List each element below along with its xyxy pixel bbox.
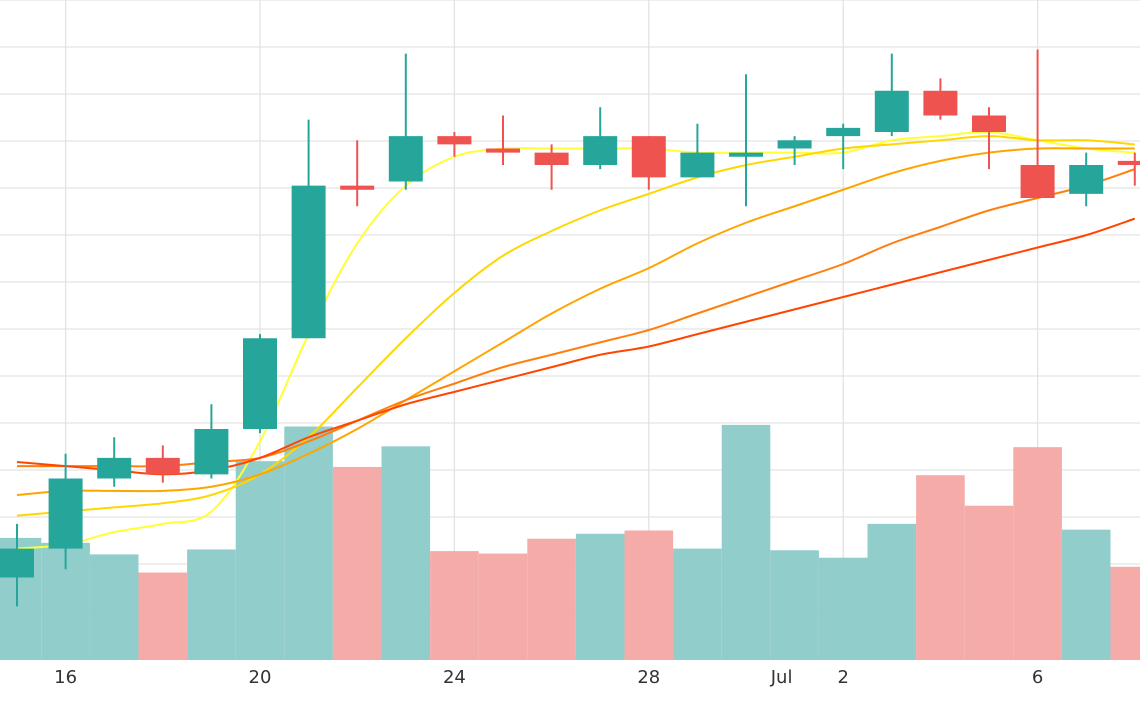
candle [243, 334, 277, 434]
x-tick-label: 2 [837, 667, 848, 688]
volume-bar [1013, 447, 1062, 660]
candle-body [291, 185, 326, 339]
candle-body [583, 136, 618, 165]
candle-body [631, 136, 666, 178]
volume-bar [284, 426, 333, 660]
volume-bar [770, 550, 819, 660]
candle-body [972, 115, 1006, 132]
x-tick-label: Jul [770, 667, 793, 688]
candle [631, 136, 666, 190]
volume-bar [575, 533, 625, 660]
candle [923, 78, 958, 120]
volume-bar [1061, 529, 1111, 660]
moving-average-lines [16, 130, 1136, 550]
candle-body [388, 136, 423, 182]
moving-average-line [16, 147, 1135, 496]
candle [680, 123, 715, 178]
candle [97, 437, 132, 487]
candle-body [0, 548, 34, 578]
volume-bar [867, 523, 917, 660]
candle [583, 107, 618, 170]
volume-bar [138, 572, 188, 660]
candle-body [534, 152, 569, 165]
volume-bar [430, 551, 479, 660]
candle-body [1020, 165, 1055, 198]
volume-bar [187, 549, 236, 660]
candle-body [923, 90, 958, 116]
candle-body [48, 478, 83, 549]
x-tick-label: 6 [1032, 667, 1043, 688]
volume-bar [527, 538, 576, 660]
candle [972, 107, 1006, 170]
moving-average-line [16, 130, 1135, 550]
volume-bar [235, 461, 285, 660]
candle-body [437, 136, 472, 145]
candle-body [194, 429, 229, 475]
volume-bar [478, 553, 528, 660]
candle-body [1069, 165, 1104, 194]
candle-body [826, 127, 861, 137]
volume-bar [818, 557, 868, 660]
candle [48, 453, 83, 570]
candle-body [777, 140, 812, 149]
candle [777, 136, 812, 165]
volume-bar [673, 548, 722, 660]
x-tick-label: 24 [443, 667, 466, 688]
candle-body [340, 185, 375, 190]
candle [874, 53, 909, 137]
candle [388, 53, 423, 190]
moving-average-line [16, 135, 1135, 517]
candle-body [680, 152, 715, 178]
candle [0, 523, 34, 607]
candle [437, 132, 472, 157]
candle [826, 123, 861, 170]
volume-bar [964, 505, 1014, 660]
candle [1069, 152, 1104, 207]
candle [534, 144, 569, 190]
candle [1117, 152, 1140, 186]
volume-bars [0, 424, 1140, 660]
volume-bar [916, 475, 965, 660]
candle [1020, 49, 1055, 198]
candle-body [243, 338, 277, 429]
candle [486, 115, 520, 165]
candle-body [874, 90, 909, 132]
candle [729, 74, 763, 207]
candle [194, 404, 229, 479]
candle [291, 119, 326, 339]
volume-bar [89, 554, 139, 660]
volume-bar [721, 424, 771, 660]
volume-bar [332, 466, 382, 660]
moving-average-line [16, 217, 1136, 476]
volume-bar [381, 446, 431, 660]
volume-bar [624, 530, 674, 660]
moving-average-line [16, 168, 1136, 468]
x-axis: 16 20 24 28 Jul 2 6 [54, 667, 1043, 688]
candle-body [1117, 160, 1140, 165]
candle-body [486, 148, 520, 153]
candle-body [145, 457, 180, 475]
x-tick-label: 28 [637, 667, 660, 688]
candles [0, 49, 1140, 607]
volume-bar [1110, 566, 1140, 660]
x-tick-label: 20 [249, 667, 272, 688]
candle-body [729, 152, 763, 157]
candle-body [97, 457, 132, 479]
candle [145, 445, 180, 483]
candle [340, 140, 375, 207]
x-tick-label: 16 [54, 667, 77, 688]
